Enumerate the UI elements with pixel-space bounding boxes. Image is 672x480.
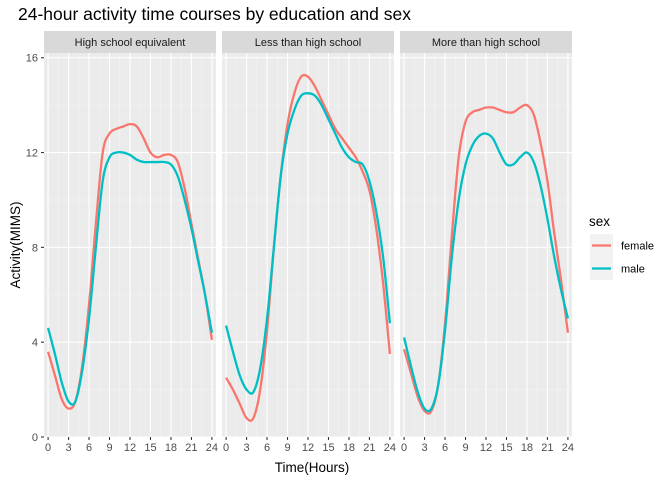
x-tick-label: 24 (206, 442, 218, 454)
x-tick-label: 6 (442, 442, 448, 454)
facet-strip (44, 31, 216, 53)
x-tick-label: 15 (500, 442, 512, 454)
x-tick-label: 0 (223, 442, 229, 454)
facet-strip (400, 31, 572, 53)
facet-strip-label: High school equivalent (75, 37, 186, 49)
facet-strip-label: More than high school (432, 37, 540, 49)
x-tick-label: 21 (185, 442, 197, 454)
facet-panel: Less than high school (222, 31, 394, 438)
x-tick-label: 12 (480, 442, 492, 454)
x-tick-label: 0 (401, 442, 407, 454)
facet-panels: High school equivalent Less than high sch… (44, 31, 572, 438)
x-tick-label: 15 (322, 442, 334, 454)
x-tick-label: 0 (45, 442, 51, 454)
facet-panel: High school equivalent (44, 31, 216, 438)
legend: sex female male (589, 214, 654, 280)
x-axes: 0 3 6 9 12 15 18 21 24 0 3 6 9 12 15 18 21 24 0 3 6 9 12 15 18 21… (45, 437, 574, 454)
x-tick-label: 3 (422, 442, 428, 454)
x-tick-label: 15 (144, 442, 156, 454)
x-axis-label: Time(Hours) (275, 460, 350, 475)
x-tick-label: 6 (86, 442, 92, 454)
y-tick-label: 4 (32, 337, 38, 349)
y-tick-label: 12 (26, 148, 38, 160)
series-line-female (225, 73, 392, 422)
legend-label-male: male (621, 264, 645, 276)
x-tick-label: 24 (562, 442, 574, 454)
y-tick-label: 8 (32, 242, 38, 254)
y-axis-label: Activity(MIMS) (8, 202, 23, 289)
x-tick-label: 12 (302, 442, 314, 454)
x-tick-label: 18 (165, 442, 177, 454)
y-axis: 0 4 8 12 16 (26, 53, 44, 444)
facet-strip-label: Less than high school (255, 37, 361, 49)
facet-strip (222, 31, 394, 53)
x-tick-label: 9 (462, 442, 468, 454)
legend-title: sex (589, 214, 610, 229)
x-tick-label: 3 (66, 442, 72, 454)
x-tick-label: 9 (106, 442, 112, 454)
chart-title: 24-hour activity time courses by educati… (18, 4, 411, 24)
x-tick-label: 18 (521, 442, 533, 454)
x-tick-label: 18 (343, 442, 355, 454)
facet-panel: More than high school (400, 31, 572, 438)
x-tick-label: 24 (384, 442, 396, 454)
x-tick-label: 6 (264, 442, 270, 454)
x-tick-label: 21 (363, 442, 375, 454)
y-tick-label: 0 (32, 432, 38, 444)
series-line-female (402, 103, 570, 415)
legend-label-female: female (621, 241, 654, 253)
series-line-male (224, 92, 392, 395)
x-tick-label: 12 (124, 442, 136, 454)
x-tick-label: 3 (244, 442, 250, 454)
x-tick-label: 21 (541, 442, 553, 454)
x-tick-label: 9 (284, 442, 290, 454)
y-tick-label: 16 (26, 53, 38, 65)
series-line-male (402, 132, 570, 413)
series-line-male (46, 150, 214, 406)
